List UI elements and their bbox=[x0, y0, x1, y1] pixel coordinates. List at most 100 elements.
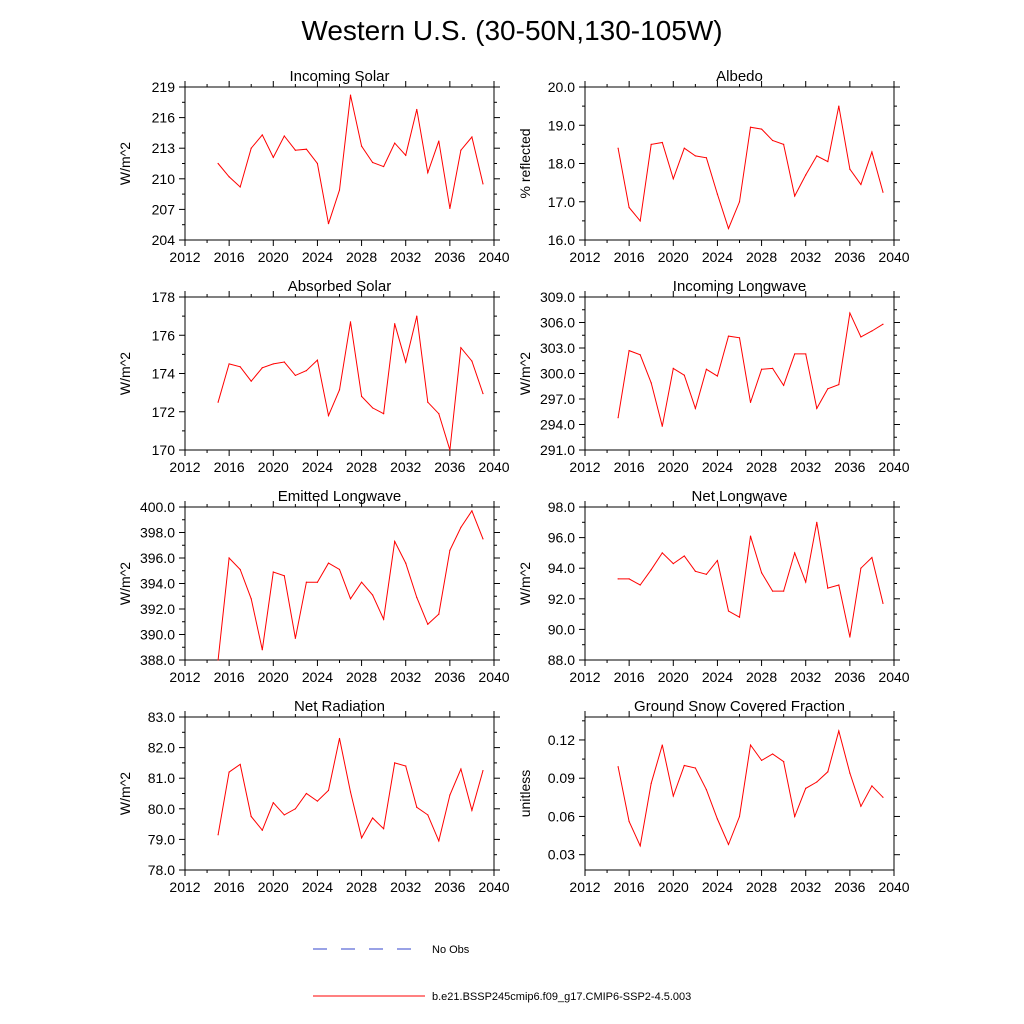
x-tick-label: 2036 bbox=[834, 879, 865, 895]
data-point bbox=[727, 610, 730, 612]
data-point bbox=[716, 559, 719, 562]
data-point bbox=[639, 584, 641, 586]
data-point bbox=[827, 771, 829, 773]
data-point bbox=[482, 538, 484, 540]
y-tick-label: 98.0 bbox=[548, 499, 575, 515]
data-point bbox=[383, 165, 385, 168]
y-axis-label: % reflected bbox=[517, 128, 533, 198]
x-tick-label: 2024 bbox=[702, 879, 733, 895]
y-tick-label: 306.0 bbox=[540, 315, 575, 331]
data-point bbox=[272, 802, 274, 804]
data-point bbox=[650, 143, 652, 145]
data-point bbox=[438, 613, 440, 615]
data-point bbox=[727, 227, 730, 230]
y-axis-label: W/m^2 bbox=[117, 772, 133, 815]
data-point bbox=[438, 413, 440, 415]
x-tick-label: 2028 bbox=[746, 459, 777, 475]
y-tick-label: 88.0 bbox=[548, 652, 575, 668]
y-tick-label: 216 bbox=[152, 110, 176, 126]
x-tick-label: 2032 bbox=[390, 459, 421, 475]
x-tick-label: 2016 bbox=[214, 459, 245, 475]
data-point bbox=[427, 172, 429, 174]
data-point bbox=[349, 94, 352, 96]
x-tick-label: 2032 bbox=[390, 249, 421, 265]
data-point bbox=[316, 359, 319, 361]
data-point bbox=[805, 174, 807, 176]
y-tick-label: 294.0 bbox=[540, 417, 575, 433]
y-axis-label: W/m^2 bbox=[117, 352, 133, 395]
y-tick-label: 300.0 bbox=[540, 366, 575, 382]
data-point bbox=[661, 141, 663, 144]
y-tick-label: 213 bbox=[152, 140, 176, 156]
data-point bbox=[416, 806, 418, 808]
y-tick-label: 174 bbox=[152, 366, 176, 382]
data-point bbox=[239, 568, 241, 571]
series-line bbox=[217, 95, 484, 224]
data-point bbox=[360, 395, 363, 398]
y-tick-label: 92.0 bbox=[548, 591, 575, 607]
data-point bbox=[272, 156, 274, 158]
data-point bbox=[327, 562, 330, 564]
x-tick-label: 2032 bbox=[790, 669, 821, 685]
y-tick-label: 81.0 bbox=[148, 770, 175, 786]
data-point bbox=[794, 353, 796, 355]
x-tick-label: 2024 bbox=[302, 249, 333, 265]
data-point bbox=[217, 162, 219, 165]
data-point bbox=[460, 347, 462, 349]
legend-no-obs-label: No Obs bbox=[432, 944, 470, 956]
data-point bbox=[471, 809, 473, 811]
data-point bbox=[639, 220, 641, 222]
data-point bbox=[316, 800, 319, 802]
x-tick-label: 2036 bbox=[434, 249, 465, 265]
x-tick-label: 2016 bbox=[614, 669, 645, 685]
x-tick-label: 2036 bbox=[434, 459, 465, 475]
panel-title: Ground Snow Covered Fraction bbox=[634, 698, 845, 715]
x-tick-label: 2040 bbox=[478, 669, 509, 685]
data-point bbox=[460, 526, 462, 529]
y-axis-label: W/m^2 bbox=[117, 142, 133, 185]
y-tick-label: 219 bbox=[152, 79, 176, 95]
data-point bbox=[217, 401, 219, 403]
data-point bbox=[405, 154, 407, 156]
y-tick-label: 94.0 bbox=[548, 560, 575, 576]
y-tick-label: 291.0 bbox=[540, 442, 575, 458]
y-tick-label: 400.0 bbox=[140, 499, 175, 515]
x-tick-label: 2036 bbox=[834, 459, 865, 475]
data-point bbox=[617, 417, 619, 419]
data-point bbox=[349, 791, 352, 793]
data-point bbox=[471, 136, 473, 138]
series-line bbox=[617, 729, 884, 848]
plot-frame bbox=[584, 296, 895, 451]
data-point bbox=[360, 145, 363, 147]
data-point bbox=[628, 206, 630, 209]
data-point bbox=[716, 375, 719, 377]
data-point bbox=[239, 366, 241, 368]
series-line bbox=[217, 509, 484, 661]
y-tick-label: 82.0 bbox=[148, 740, 175, 756]
data-point bbox=[683, 555, 685, 557]
y-tick-label: 20.0 bbox=[548, 79, 575, 95]
plot-frame bbox=[584, 506, 895, 661]
data-point bbox=[694, 570, 696, 572]
data-point bbox=[383, 413, 385, 415]
data-point bbox=[460, 768, 462, 770]
data-point bbox=[794, 815, 796, 818]
y-tick-label: 18.0 bbox=[548, 156, 575, 172]
y-tick-label: 170 bbox=[152, 442, 176, 458]
panel-title: Incoming Solar bbox=[289, 68, 389, 85]
data-point bbox=[394, 762, 396, 764]
x-tick-label: 2036 bbox=[434, 879, 465, 895]
data-point bbox=[760, 572, 763, 574]
data-point bbox=[738, 616, 741, 618]
x-tick-label: 2020 bbox=[658, 879, 689, 895]
data-point bbox=[639, 845, 641, 847]
x-tick-label: 2028 bbox=[746, 879, 777, 895]
y-tick-label: 392.0 bbox=[140, 601, 175, 617]
data-point bbox=[427, 814, 429, 816]
data-point bbox=[617, 578, 619, 580]
x-tick-label: 2020 bbox=[258, 249, 289, 265]
data-point bbox=[338, 737, 341, 740]
data-point bbox=[849, 772, 851, 774]
x-tick-label: 2016 bbox=[214, 669, 245, 685]
